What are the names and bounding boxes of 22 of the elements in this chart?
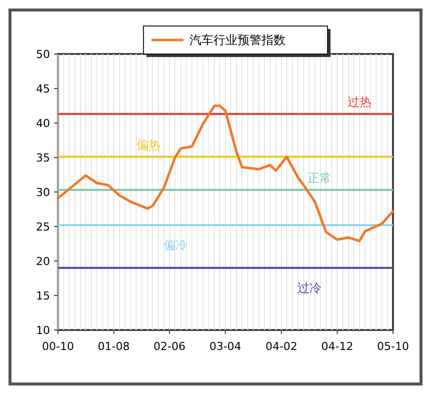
y-tick-label: 40 bbox=[36, 116, 50, 130]
x-tick-label: 01-08 bbox=[98, 340, 130, 353]
x-tick-label: 05-10 bbox=[377, 340, 409, 353]
ref-line-label: 过热 bbox=[348, 95, 372, 110]
x-tick-label: 00-10 bbox=[42, 340, 74, 353]
x-tick-label: 04-02 bbox=[265, 340, 298, 353]
y-tick-label: 20 bbox=[36, 254, 50, 268]
y-tick-label: 10 bbox=[36, 324, 50, 337]
x-tick-label: 03-04 bbox=[209, 340, 242, 353]
y-tick-label: 30 bbox=[36, 186, 50, 199]
y-tick-label: 15 bbox=[36, 289, 50, 302]
ref-line-label: 正常 bbox=[307, 170, 332, 185]
y-tick-label: 50 bbox=[36, 48, 50, 61]
y-tick-label: 25 bbox=[36, 220, 50, 234]
ref-line-label: 过冷 bbox=[297, 280, 322, 295]
ref-line-label: 偏热 bbox=[136, 138, 160, 152]
x-tick-label: 04-12 bbox=[321, 340, 354, 353]
ref-line-label: 偏冷 bbox=[163, 238, 188, 252]
x-tick-label: 02-06 bbox=[154, 340, 186, 353]
legend-label: 汽车行业预警指数 bbox=[190, 33, 286, 48]
y-tick-label: 35 bbox=[36, 151, 50, 164]
y-tick-label: 45 bbox=[36, 82, 50, 96]
